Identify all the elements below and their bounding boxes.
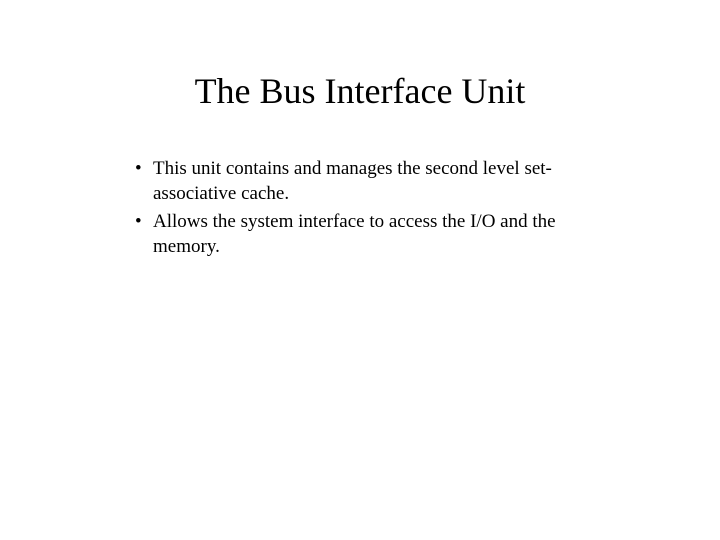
bullet-item: This unit contains and manages the secon… [135,157,620,206]
slide-title: The Bus Interface Unit [100,70,620,112]
bullet-list: This unit contains and manages the secon… [100,157,620,260]
bullet-item: Allows the system interface to access th… [135,210,620,259]
